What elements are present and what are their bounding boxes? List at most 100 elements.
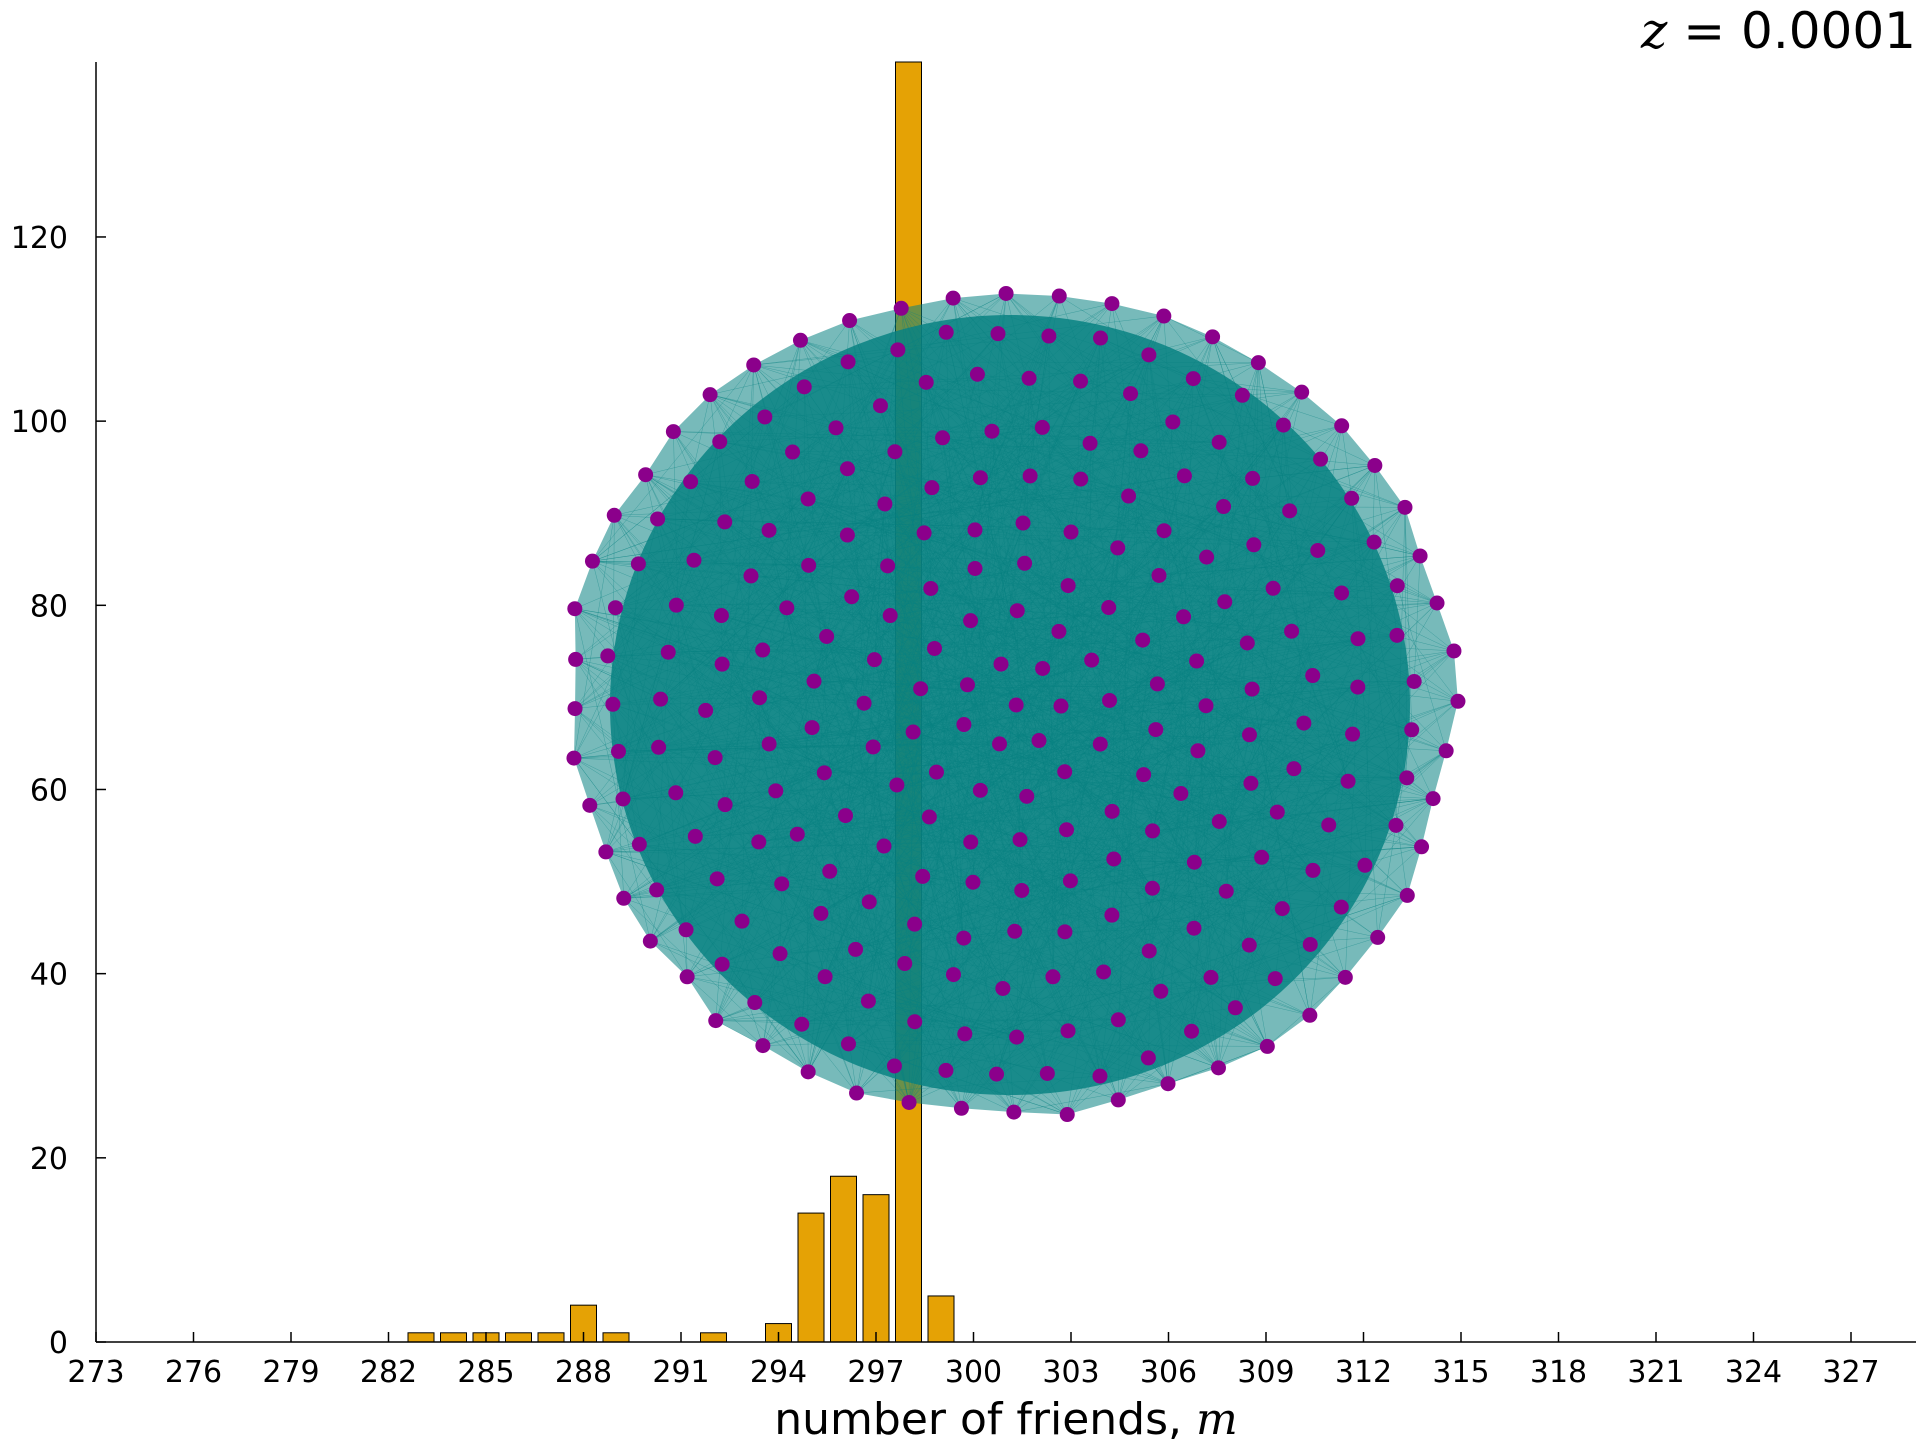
network-node [1062, 873, 1078, 889]
network-node [893, 300, 909, 316]
y-tick-label: 40 [30, 958, 68, 993]
network-node [1110, 540, 1126, 556]
network-node [1185, 371, 1201, 387]
network-node [1102, 692, 1118, 708]
network-node [886, 1058, 902, 1074]
network-node [1310, 543, 1326, 559]
network-node [743, 568, 759, 584]
network-node [861, 894, 877, 910]
network-node [993, 656, 1009, 672]
network-node [1015, 515, 1031, 531]
network-node [956, 717, 972, 733]
network-node [1210, 1060, 1226, 1076]
bar-292 [700, 1332, 727, 1343]
network-node [1123, 386, 1139, 402]
network-node [1218, 883, 1234, 899]
x-ticks: 273 276 279 282 285 288 291 294 297 300 303 306 309 3… [67, 1332, 1880, 1390]
network-node [1244, 681, 1260, 697]
network-node [616, 890, 632, 906]
network-node [1160, 1076, 1176, 1092]
network-node [796, 379, 812, 395]
network-node [751, 834, 767, 850]
network-node [1104, 296, 1120, 312]
network-node [865, 739, 881, 755]
network-node [678, 922, 694, 938]
network-node [928, 764, 944, 780]
network-node [1340, 773, 1356, 789]
network-node [1173, 785, 1189, 801]
network-node [800, 491, 816, 507]
network-node [1110, 1012, 1126, 1028]
network-node [794, 1016, 810, 1032]
network-node [1092, 736, 1108, 752]
network-node [990, 326, 1006, 342]
network-node [967, 561, 983, 577]
network-node [1239, 635, 1255, 651]
network-node [1101, 600, 1117, 616]
network-node [822, 863, 838, 879]
network-node [1334, 418, 1350, 434]
network-node [631, 836, 647, 852]
network-node [1012, 832, 1028, 848]
network-node [913, 681, 929, 697]
network-node [1275, 417, 1291, 433]
network-node [1216, 499, 1232, 515]
network-node [1151, 567, 1167, 583]
network-node [1321, 817, 1337, 833]
network-node [813, 905, 829, 921]
network-node [567, 601, 583, 617]
network-node [926, 640, 942, 656]
network-node [1414, 839, 1430, 855]
network-node [995, 980, 1011, 996]
network-node [792, 332, 808, 348]
x-tick-label: 285 [457, 1355, 514, 1390]
network-node [1140, 1050, 1156, 1066]
network-node [686, 552, 702, 568]
network-node [1199, 549, 1215, 565]
network-node [1245, 470, 1261, 486]
network-node [1176, 468, 1192, 484]
network-node [1211, 814, 1227, 830]
network-node [1022, 468, 1038, 484]
network-node [734, 913, 750, 929]
network-node [924, 480, 940, 496]
x-tick-label: 324 [1725, 1355, 1782, 1390]
network-node [642, 933, 658, 949]
network-node [1404, 722, 1420, 738]
network-node [1370, 929, 1386, 945]
network-node [660, 644, 676, 660]
network-node [1334, 585, 1350, 601]
network-node [953, 1100, 969, 1116]
network-node [907, 1014, 923, 1030]
network-node [789, 826, 805, 842]
network-node [761, 736, 777, 752]
network-node [1053, 698, 1069, 714]
network-node [1388, 817, 1404, 833]
network-node [668, 597, 684, 613]
network-node [872, 398, 888, 414]
network-node [956, 930, 972, 946]
network-node [1333, 899, 1349, 915]
network-node [806, 673, 822, 689]
network-node [1313, 451, 1329, 467]
network-node [840, 1036, 856, 1052]
network-node [1389, 627, 1405, 643]
network-node [1019, 788, 1035, 804]
network-node [1051, 288, 1067, 304]
network-node [969, 366, 985, 382]
network-node [1121, 488, 1137, 504]
network-node [1227, 1000, 1243, 1016]
x-tick-label: 327 [1822, 1355, 1879, 1390]
x-tick-label: 300 [945, 1355, 1002, 1390]
x-tick-label: 279 [262, 1355, 319, 1390]
network-node [1153, 983, 1169, 999]
network-node [918, 374, 934, 390]
network-node [1425, 791, 1441, 807]
network-node [1337, 969, 1353, 985]
network-node [567, 701, 583, 717]
network-node [615, 791, 631, 807]
x-tick-label: 306 [1140, 1355, 1197, 1390]
network-node [849, 1085, 865, 1101]
network-node [1399, 770, 1415, 786]
x-axis-label: number of friends, m [774, 1394, 1237, 1440]
